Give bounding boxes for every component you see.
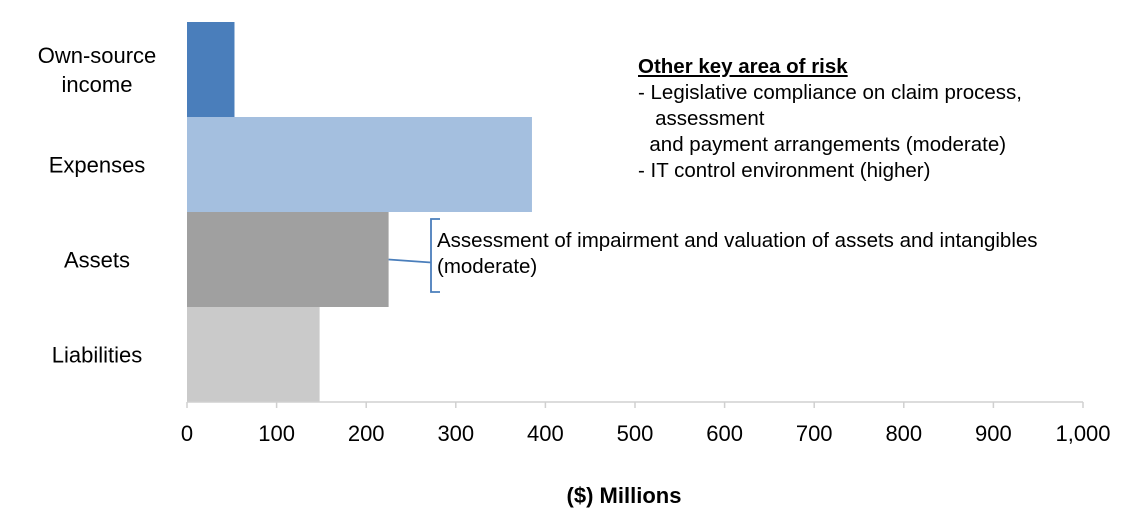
- bar-liabilities: [187, 307, 320, 402]
- risk-note-line: - Legislative compliance on claim proces…: [638, 81, 1022, 104]
- category-label: Own-source income: [38, 43, 157, 97]
- bar-assets: [187, 212, 389, 307]
- assets-risk-note: Assessment of impairment and valuation o…: [437, 228, 1117, 280]
- bracket-connector: [388, 258, 432, 264]
- bar-own-source-income: [187, 22, 235, 117]
- x-tick-label: 300: [437, 421, 474, 446]
- x-tick-label: 0: [181, 421, 193, 446]
- risk-note: Other key area of risk - Legislative com…: [638, 54, 1098, 184]
- bracket-shape: [430, 218, 440, 293]
- assets-note-line: Assessment of impairment and valuation o…: [437, 229, 1038, 252]
- risk-note-line: and payment arrangements (moderate): [638, 133, 1007, 156]
- bar-expenses: [187, 117, 532, 212]
- x-tick-label: 200: [348, 421, 385, 446]
- category-label: Liabilities: [52, 343, 143, 368]
- x-tick-label: 400: [527, 421, 564, 446]
- risk-note-line: assessment: [638, 107, 765, 130]
- x-tick-label: 500: [617, 421, 654, 446]
- assets-note-line: (moderate): [437, 255, 538, 278]
- category-label: Expenses: [49, 153, 146, 178]
- x-tick-label: 100: [258, 421, 295, 446]
- x-tick-label: 1,000: [1055, 421, 1110, 446]
- x-tick-label: 600: [706, 421, 743, 446]
- x-tick-label: 800: [885, 421, 922, 446]
- category-labels: Own-source income Expenses Assets Liabilitie…: [38, 43, 157, 368]
- risk-note-title: Other key area of risk: [638, 55, 848, 78]
- x-tick-label: 900: [975, 421, 1012, 446]
- x-tick-label: 700: [796, 421, 833, 446]
- x-axis-ticks: 0 100 200 300 400 500 600 700 800 900 1,000: [181, 402, 1111, 446]
- category-label: Assets: [64, 248, 130, 273]
- risk-note-line: - IT control environment (higher): [638, 159, 931, 182]
- assets-bracket: [388, 218, 440, 293]
- x-axis-title: ($) Millions: [567, 483, 682, 508]
- bars-group: [187, 22, 532, 402]
